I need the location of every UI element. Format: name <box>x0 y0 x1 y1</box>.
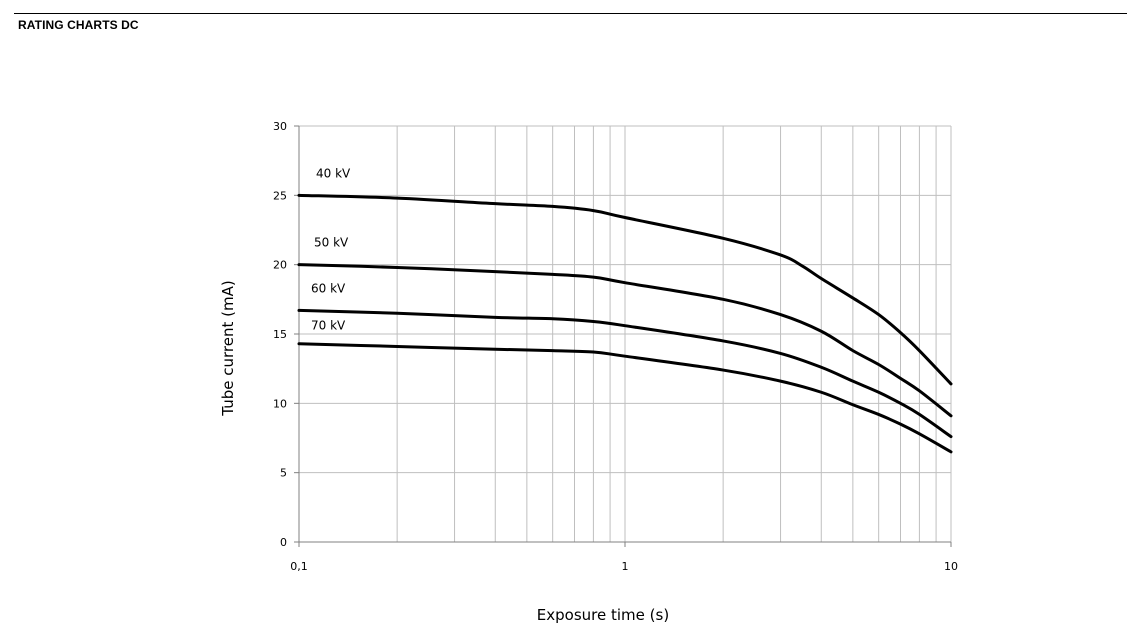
x-tick-label: 10 <box>944 560 958 573</box>
series-label-70kv: 70 kV <box>311 319 346 333</box>
y-tick-label: 20 <box>273 259 287 272</box>
series-line-70kv <box>297 342 953 454</box>
top-rule <box>14 13 1127 14</box>
series-label-50kv: 50 kV <box>314 236 349 250</box>
x-tick-label: 1 <box>622 560 629 573</box>
y-tick-label: 25 <box>273 189 287 202</box>
series-line-40kv <box>297 193 953 386</box>
y-tick-label: 0 <box>280 536 287 549</box>
y-axis-title: Tube current (mA) <box>219 280 237 416</box>
series-lines <box>297 193 953 454</box>
series-labels: 40 kV 50 kV 60 kV 70 kV <box>311 166 351 332</box>
axes: 0 5 10 15 20 25 30 0,1 1 10 <box>273 120 958 573</box>
x-axis-title: Exposure time (s) <box>537 606 669 624</box>
series-label-40kv: 40 kV <box>316 166 351 180</box>
series-label-60kv: 60 kV <box>311 281 346 295</box>
y-tick-label: 30 <box>273 120 287 133</box>
series-line-50kv <box>297 263 953 418</box>
y-tick-label: 15 <box>273 328 287 341</box>
x-tick-label: 0,1 <box>290 560 308 573</box>
grid <box>298 125 952 543</box>
y-tick-label: 5 <box>280 467 287 480</box>
series-line-60kv <box>297 308 953 439</box>
page-title: RATING CHARTS DC <box>18 18 139 32</box>
y-tick-label: 10 <box>273 397 287 410</box>
